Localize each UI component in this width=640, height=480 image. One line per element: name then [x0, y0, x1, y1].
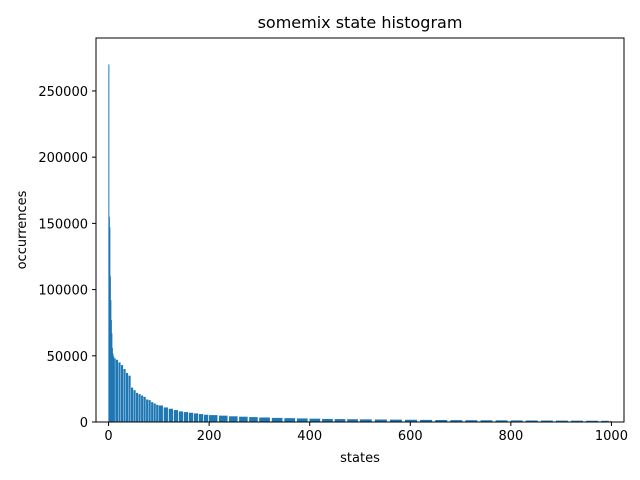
bar	[601, 420, 609, 422]
bar	[389, 419, 402, 422]
x-tick-label: 1000	[595, 429, 628, 444]
bar	[156, 404, 159, 422]
bars-group	[108, 64, 612, 422]
bar	[120, 365, 124, 422]
bar	[138, 394, 141, 422]
bar	[296, 418, 308, 422]
bar	[168, 408, 173, 422]
bar	[110, 300, 112, 422]
bar	[495, 420, 508, 422]
bar	[163, 407, 168, 422]
bar	[309, 418, 321, 422]
bar	[480, 420, 493, 422]
bar	[123, 369, 126, 422]
y-axis-ticks: 0 50000 100000 150000 200000 250000	[38, 85, 96, 431]
bar	[218, 415, 228, 422]
bar	[322, 418, 333, 422]
bar	[347, 419, 358, 422]
y-tick-label: 200000	[38, 151, 88, 166]
bar	[111, 333, 113, 422]
bar	[148, 400, 151, 422]
y-tick-label: 150000	[38, 217, 88, 232]
bar	[208, 415, 218, 422]
bar	[111, 347, 113, 422]
bar	[136, 392, 139, 422]
bar	[540, 420, 553, 422]
bar	[109, 276, 111, 422]
bar	[586, 420, 599, 422]
bar	[510, 420, 523, 422]
bar	[450, 420, 463, 422]
x-axis-label: states	[340, 451, 380, 466]
bar	[525, 420, 538, 422]
x-tick-label: 200	[197, 429, 222, 444]
bar	[193, 413, 199, 422]
bar	[112, 355, 114, 422]
bar	[249, 417, 258, 422]
bar	[118, 362, 121, 422]
x-tick-label: 600	[398, 429, 423, 444]
bar	[133, 390, 136, 422]
bar	[125, 373, 129, 422]
chart-title: somemix state histogram	[258, 13, 463, 32]
plot-frame	[95, 37, 625, 423]
x-tick-label: 800	[498, 429, 523, 444]
bar	[146, 399, 149, 422]
bar	[128, 375, 131, 422]
bar	[420, 419, 433, 422]
x-tick-label: 400	[297, 429, 322, 444]
x-axis-ticks: 0 200 400 600 800 1000	[104, 422, 628, 444]
bar	[109, 227, 111, 422]
bar	[143, 396, 146, 422]
y-axis-label: occurrences	[15, 190, 30, 269]
bar	[130, 387, 134, 422]
bar	[178, 411, 184, 422]
bar	[112, 353, 114, 422]
bar	[610, 420, 612, 422]
bar	[115, 359, 119, 422]
bar	[374, 419, 387, 422]
bar	[151, 402, 154, 422]
bar	[334, 419, 346, 422]
bar	[153, 403, 156, 422]
bar	[141, 395, 144, 422]
bar	[173, 410, 179, 422]
bar	[229, 416, 238, 422]
bar	[570, 420, 583, 422]
bar	[113, 357, 115, 422]
bar	[108, 64, 110, 422]
y-tick-label: 50000	[47, 350, 88, 365]
bar	[158, 405, 163, 422]
bar	[435, 420, 448, 422]
bar	[405, 419, 418, 422]
bar	[110, 320, 112, 422]
bar	[555, 420, 568, 422]
bar	[284, 418, 296, 422]
bar	[239, 416, 248, 422]
y-tick-label: 250000	[38, 85, 88, 100]
bar	[259, 417, 270, 422]
bar	[198, 414, 204, 422]
bar	[114, 358, 116, 422]
bar	[203, 414, 209, 422]
bar	[183, 412, 189, 422]
bar	[108, 216, 110, 422]
bar	[271, 417, 283, 422]
bar	[188, 412, 194, 422]
y-tick-label: 0	[80, 416, 88, 431]
x-tick-label: 0	[104, 429, 112, 444]
bar	[359, 419, 372, 422]
bar	[465, 420, 478, 422]
y-tick-label: 100000	[38, 284, 88, 299]
